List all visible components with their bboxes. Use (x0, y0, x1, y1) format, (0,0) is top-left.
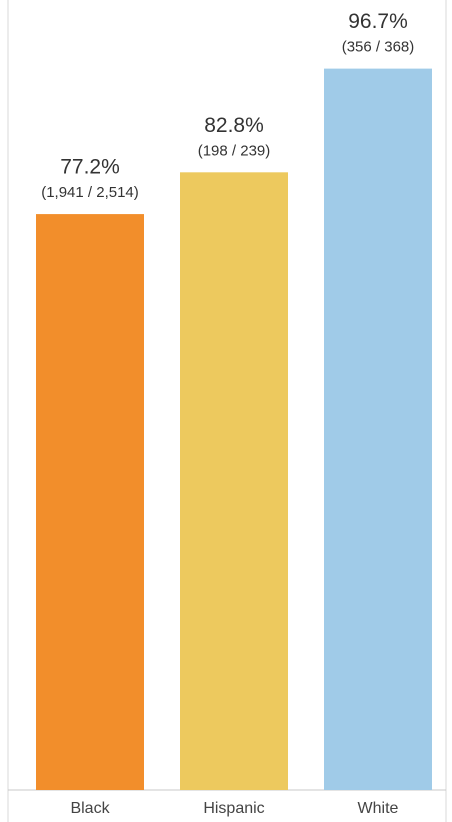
bar (36, 214, 144, 790)
value-label: 96.7% (348, 10, 408, 33)
bar (324, 68, 432, 791)
x-tick-label: White (358, 800, 399, 817)
count-label: (1,941 / 2,514) (41, 184, 139, 201)
x-tick-label: Hispanic (203, 800, 264, 817)
bar (180, 172, 288, 790)
count-label: (198 / 239) (198, 142, 271, 159)
x-tick-label: Black (70, 800, 110, 817)
value-label: 77.2% (60, 156, 120, 179)
value-label: 82.8% (204, 114, 264, 137)
count-label: (356 / 368) (342, 39, 415, 56)
